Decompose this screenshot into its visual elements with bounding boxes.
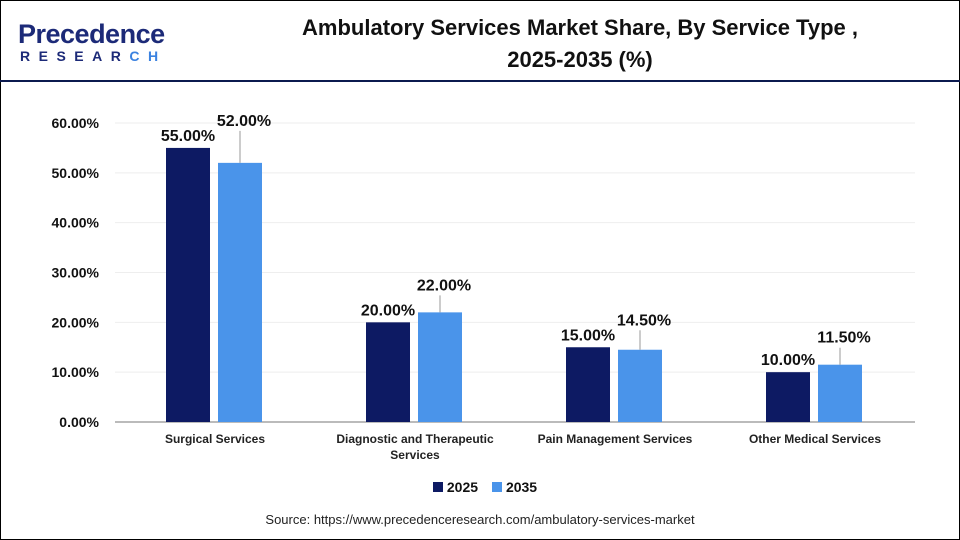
data-label: 14.50% [617,312,671,329]
logo-subtext: RESEARCH [20,48,167,64]
logo: Precedence RESEARCH [18,20,167,64]
legend-swatch-2025 [432,482,443,493]
data-label: 52.00% [217,113,271,130]
data-label: 11.50% [817,330,870,347]
bar-2025 [166,147,210,422]
bar-2025 [766,372,810,422]
x-tick-label: Surgical Services [165,432,265,446]
bar-2035 [618,349,662,422]
x-tick-label: Diagnostic and Therapeutic [336,432,494,446]
legend-label-2035: 2035 [505,479,538,496]
bar-2035 [218,162,262,422]
legend-swatch-2035 [491,482,502,493]
x-tick-label: Services [390,448,440,462]
x-tick-label: Other Medical Services [749,432,881,446]
title-line-1: Ambulatory Services Market Share, By Ser… [302,15,858,40]
data-label: 55.00% [161,128,215,145]
logo-text: Precedence [18,19,165,49]
bar-2025 [566,347,610,422]
y-tick-label: 60.00% [52,115,100,131]
header-divider [0,80,960,82]
data-label: 22.00% [417,277,471,294]
bar-2035 [418,312,462,422]
title-line-2: 2025-2035 (%) [507,47,653,72]
y-tick-label: 0.00% [59,414,99,430]
legend-label-2025: 2025 [446,479,479,496]
data-label: 10.00% [761,352,815,369]
bar-2035 [818,364,862,422]
data-label: 15.00% [561,327,615,344]
bar-2025 [366,322,410,422]
y-tick-label: 50.00% [52,165,100,181]
y-tick-label: 20.00% [52,314,100,330]
x-tick-label: Pain Management Services [538,432,693,446]
y-tick-label: 40.00% [52,215,100,231]
source-text: Source: https://www.precedenceresearch.c… [265,512,695,527]
y-tick-label: 30.00% [52,265,100,281]
y-tick-label: 10.00% [52,364,100,380]
chart-title: Ambulatory Services Market Share, By Ser… [200,12,960,76]
legend: 2025 2035 [0,478,960,495]
data-label: 20.00% [361,302,415,319]
